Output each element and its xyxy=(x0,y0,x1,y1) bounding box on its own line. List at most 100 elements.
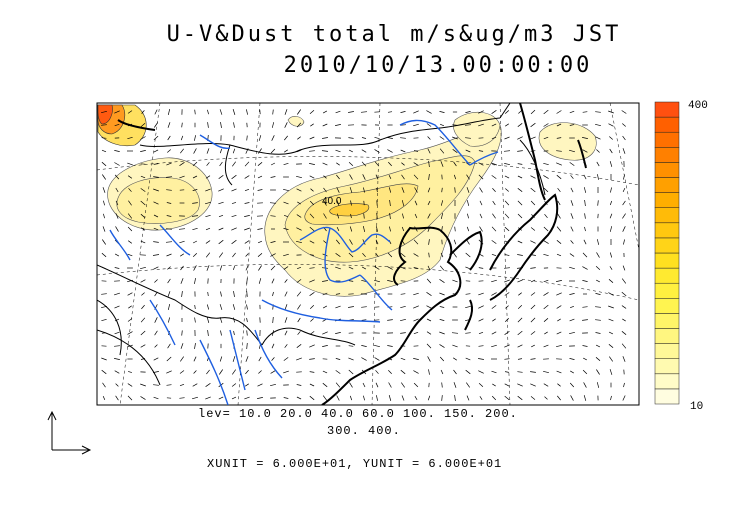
wind-vector xyxy=(140,396,146,400)
wind-vector xyxy=(361,266,367,270)
colorbar-swatch xyxy=(654,328,680,344)
wind-vector xyxy=(569,253,575,257)
wind-vector xyxy=(296,344,302,348)
wind-vector xyxy=(479,226,483,232)
wind-vector xyxy=(165,241,173,243)
wind-vector xyxy=(206,369,210,375)
wind-vector xyxy=(181,330,183,336)
wind-vector xyxy=(309,305,315,309)
wind-vector xyxy=(491,305,497,309)
wind-vector xyxy=(556,292,562,296)
wind-vector xyxy=(491,110,497,114)
wind-vector xyxy=(517,395,523,401)
wind-vector xyxy=(492,213,496,219)
wind-vector xyxy=(504,226,510,232)
wind-vector xyxy=(233,291,235,297)
wind-vector xyxy=(231,227,237,231)
wind-vector xyxy=(258,356,262,362)
wind-vector xyxy=(387,266,393,270)
wind-vector xyxy=(336,226,340,232)
wind-vector xyxy=(152,254,160,256)
wind-vector xyxy=(101,369,107,375)
wind-vector xyxy=(610,395,612,401)
wind-vector xyxy=(322,123,328,127)
wind-vector xyxy=(401,187,405,193)
wind-vector xyxy=(413,123,419,127)
wind-vector xyxy=(569,318,575,322)
wind-vector xyxy=(478,358,484,360)
wind-vector xyxy=(335,370,341,374)
wind-vector xyxy=(350,200,352,206)
wind-vector xyxy=(206,148,210,154)
wind-vector xyxy=(401,162,405,166)
wind-vector xyxy=(127,110,133,114)
wind-vector xyxy=(361,161,367,167)
wind-vector xyxy=(272,291,274,297)
wind-vector xyxy=(349,239,353,245)
wind-vector xyxy=(336,187,340,193)
wind-vector xyxy=(570,370,574,374)
wind-vector xyxy=(400,305,406,309)
wind-vector xyxy=(451,332,459,334)
wind-vector xyxy=(465,252,471,258)
wind-vector xyxy=(167,109,171,115)
wind-vector xyxy=(440,252,444,258)
wind-vector xyxy=(464,124,472,126)
wind-vector xyxy=(610,187,612,193)
wind-vector xyxy=(166,253,172,257)
colorbar-swatch xyxy=(654,162,680,178)
wind-vector xyxy=(309,383,315,387)
wind-vector xyxy=(191,215,199,217)
wind-vector xyxy=(154,317,158,323)
wind-vector xyxy=(543,292,549,296)
wind-vector xyxy=(530,396,536,400)
wind-vector xyxy=(283,188,289,192)
wind-vector xyxy=(127,162,133,166)
wind-vector xyxy=(622,226,626,232)
wind-vector xyxy=(570,175,574,179)
wind-vector xyxy=(413,239,419,245)
wind-vector xyxy=(609,266,613,270)
wind-vector xyxy=(427,213,431,219)
wind-vector xyxy=(128,305,132,309)
wind-vector xyxy=(517,383,523,387)
wind-vector xyxy=(166,189,172,191)
wind-vector xyxy=(218,396,224,400)
wind-vector xyxy=(597,200,599,206)
wind-vector xyxy=(504,163,510,165)
wind-vector xyxy=(414,187,418,193)
wind-vector xyxy=(127,175,133,179)
wind-vector xyxy=(348,111,354,113)
wind-vector xyxy=(569,293,575,295)
wind-vector xyxy=(361,137,367,139)
wind-vector xyxy=(127,383,133,387)
wind-vector xyxy=(439,306,445,308)
wind-vector xyxy=(569,382,575,388)
wind-vector xyxy=(414,213,418,219)
wind-vector xyxy=(231,239,237,245)
wind-vector xyxy=(205,188,211,192)
wind-vector xyxy=(181,291,183,297)
wind-vector xyxy=(349,395,353,401)
wind-vector xyxy=(557,318,561,322)
wind-vector xyxy=(543,370,549,374)
wind-vector xyxy=(465,149,471,153)
wind-vector xyxy=(400,332,406,334)
wind-vector xyxy=(296,122,302,128)
wind-vector xyxy=(543,240,549,244)
wind-vector xyxy=(478,267,484,269)
wind-vector xyxy=(205,201,211,205)
wind-vector xyxy=(491,123,497,127)
wind-vector xyxy=(322,292,328,296)
wind-vector xyxy=(621,110,627,114)
colorbar-swatch xyxy=(654,147,680,163)
wind-vector xyxy=(478,162,484,166)
wind-vector xyxy=(465,357,471,361)
wind-vector xyxy=(232,148,236,154)
wind-vector xyxy=(452,279,458,283)
wind-vector xyxy=(179,370,185,374)
wind-vector xyxy=(583,187,587,193)
wind-vector xyxy=(153,163,159,165)
wind-vector xyxy=(127,331,133,335)
wind-vector xyxy=(114,162,120,166)
